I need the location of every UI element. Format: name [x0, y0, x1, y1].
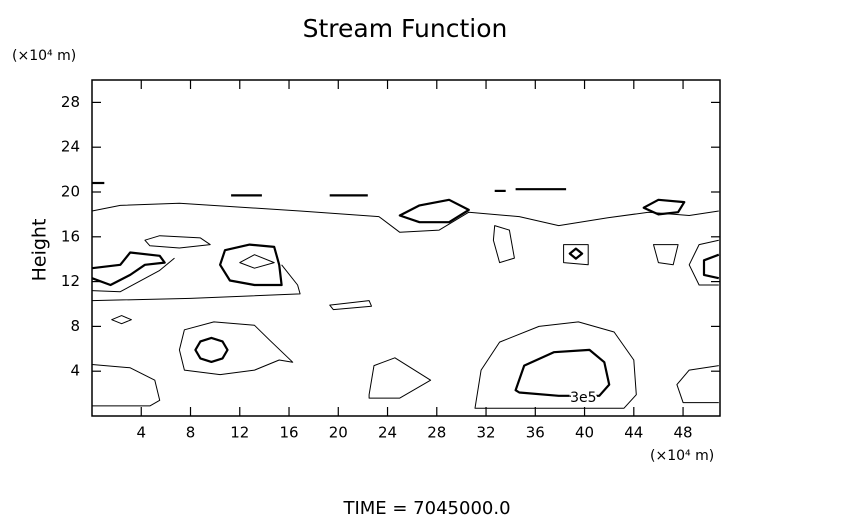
- contour-line: [653, 244, 679, 266]
- x-tick-label: 8: [186, 424, 196, 442]
- contour-line: [329, 300, 372, 311]
- footer: TIME = 7045000.0: [342, 498, 510, 519]
- x-tick-label: 20: [329, 424, 348, 442]
- chart-title: Stream Function: [303, 14, 508, 43]
- contour-line: [91, 251, 166, 287]
- contour-line: [178, 321, 294, 376]
- x-tick-label: 32: [476, 424, 495, 442]
- contour-line: [688, 239, 719, 286]
- contour-line: [642, 198, 686, 216]
- contour-line: [144, 235, 211, 249]
- x-tick-label: 4: [136, 424, 146, 442]
- contour-line: [368, 357, 432, 399]
- y-tick-label: 8: [70, 317, 80, 335]
- x-tick-label: 36: [526, 424, 545, 442]
- plot-frame: [91, 79, 721, 417]
- contour-line: [91, 364, 161, 407]
- x-tick-label: 24: [378, 424, 397, 442]
- y-tick-label: 16: [61, 227, 80, 245]
- contour-line: [676, 365, 719, 404]
- x-tick-label: 28: [427, 424, 446, 442]
- contour-line: [91, 264, 301, 302]
- contour-line: [702, 253, 720, 280]
- y-unit: (×10⁴ m): [12, 48, 76, 64]
- x-tick-label: 16: [279, 424, 298, 442]
- contour-line: [219, 243, 283, 287]
- y-tick-label: 28: [61, 93, 80, 111]
- y-tick-label: 20: [61, 183, 80, 201]
- contour-line: [239, 254, 275, 269]
- x-unit: (×10⁴ m): [650, 448, 714, 464]
- contour-label: 3e5: [570, 390, 596, 406]
- contour-line: [91, 257, 175, 293]
- contour-line: [474, 321, 637, 409]
- x-tick-label: 44: [624, 424, 643, 442]
- contour-line: [91, 202, 719, 233]
- contour-line: [568, 247, 584, 260]
- contour-line: [492, 225, 515, 264]
- contour-line: [111, 315, 132, 325]
- y-tick-label: 4: [70, 362, 80, 380]
- x-tick-label: 40: [575, 424, 594, 442]
- contour-line: [398, 198, 470, 224]
- contour-line: [194, 336, 229, 363]
- y-tick-label: 24: [61, 138, 80, 156]
- x-tick-label: 12: [230, 424, 249, 442]
- contour-line: [563, 244, 589, 266]
- y-tick-label: 12: [61, 272, 80, 290]
- x-tick-label: 48: [674, 424, 693, 442]
- y-axis-label: Height: [29, 219, 51, 282]
- contour-line: [514, 348, 611, 397]
